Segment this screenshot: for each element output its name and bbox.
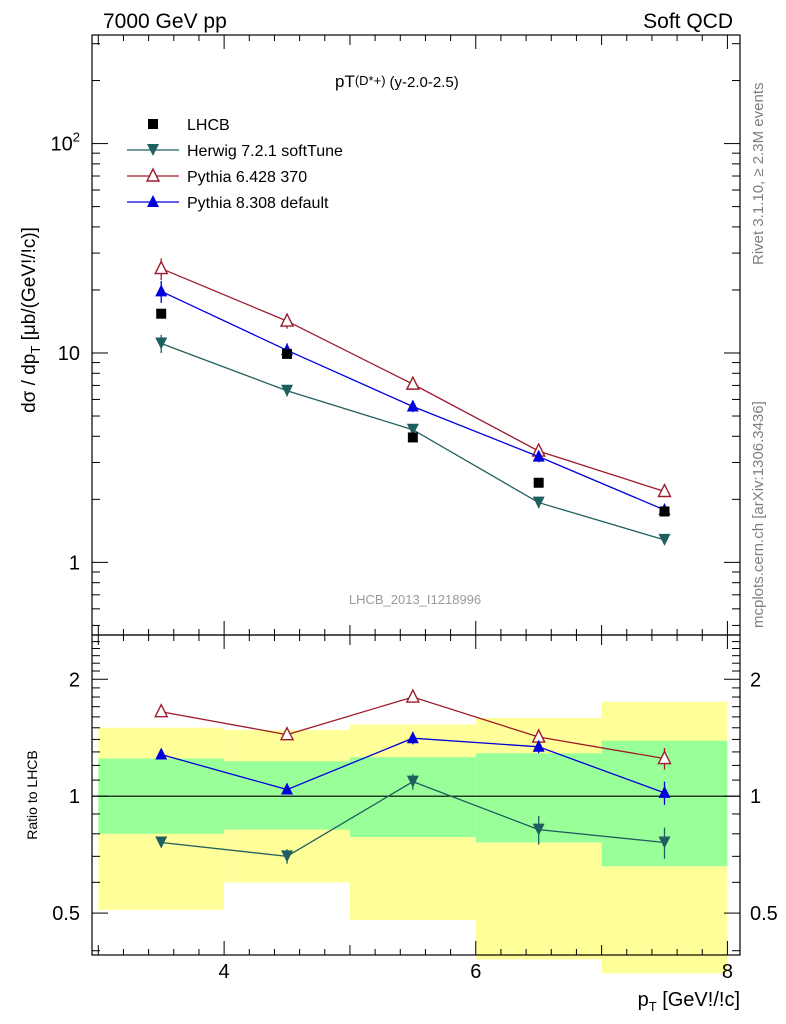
rivet-version-text: Rivet 3.1.10, ≥ 2.3M events — [750, 83, 767, 266]
y-axis-title-ratio: Ratio to LHCB — [24, 750, 40, 839]
point-main-herwig-7-2-1-softtune — [532, 496, 545, 509]
series-ratio-pythia-8-308-default — [155, 731, 671, 805]
legend-entry-2: Pythia 6.428 370 — [127, 167, 307, 186]
point-ratio-herwig-7-2-1-softtune — [155, 836, 168, 849]
point-ratio-pythia-8-308-default — [532, 739, 545, 752]
point-ratio-pythia-6-428-370 — [279, 726, 295, 741]
x-tick-label: 6 — [470, 961, 481, 983]
point-main-pythia-6-428-370 — [279, 312, 295, 327]
point-main-herwig-7-2-1-softtune — [658, 533, 671, 546]
point-ratio-pythia-6-428-370 — [405, 688, 420, 703]
series-main-pythia-8-308-default — [155, 281, 671, 515]
point-ratio-pythia-8-308-default — [658, 785, 671, 798]
point-ratio-pythia-6-428-370 — [154, 703, 169, 718]
legend-entry-0: LHCB — [148, 117, 230, 134]
point-main-pythia-8-308-default — [532, 449, 545, 462]
legend-label: Pythia 6.428 370 — [187, 169, 307, 186]
legend-marker — [145, 167, 161, 182]
y-axis-title-main: dσ / dpT [μb/(GeV!/!c)] — [19, 227, 43, 413]
data-layer — [154, 258, 672, 864]
point-main-pythia-8-308-default — [155, 284, 168, 297]
legend-marker — [148, 119, 158, 129]
legend-label: LHCB — [187, 117, 230, 134]
point-main-pythia-6-428-370 — [405, 375, 420, 390]
point-main-pythia-6-428-370 — [657, 482, 672, 498]
point-main-lhcb — [282, 348, 293, 359]
y-tick-label-ratio: 2 — [69, 669, 80, 691]
point-main-lhcb — [156, 308, 167, 319]
y-tick-label-ratio: 0.5 — [52, 903, 80, 925]
point-ratio-herwig-7-2-1-softtune — [406, 775, 419, 788]
x-axis-title: pT [GeV!/!c] — [638, 989, 740, 1014]
series-main-herwig-7-2-1-softtune — [155, 334, 671, 546]
series-main-pythia-6-428-370 — [154, 258, 672, 498]
point-ratio-pythia-6-428-370 — [657, 749, 672, 765]
point-main-lhcb — [659, 506, 670, 517]
legend: LHCB Herwig 7.2.1 softTune Pythia 6.428 37… — [127, 117, 343, 212]
header-left: 7000 GeV pp — [103, 10, 227, 33]
plot-title: pT(D*+) (y-2.0-2.5) — [335, 72, 459, 91]
point-main-pythia-8-308-default — [406, 399, 419, 412]
plot-title-main: pT — [335, 72, 355, 91]
point-main-pythia-6-428-370 — [154, 260, 169, 275]
y-tick-label-1: 1 — [69, 552, 80, 574]
point-main-herwig-7-2-1-softtune — [406, 423, 419, 436]
plot-title-sub: (D*+) — [355, 73, 386, 88]
point-ratio-pythia-8-308-default — [406, 731, 419, 744]
y-tick-label-10: 10 — [58, 343, 80, 365]
point-ratio-herwig-7-2-1-softtune — [281, 850, 294, 863]
series-ratio-herwig-7-2-1-softtune — [155, 774, 671, 864]
y-tick-label-ratio-right: 1 — [750, 786, 761, 808]
x-tick-label: 4 — [219, 961, 230, 983]
point-ratio-herwig-7-2-1-softtune — [658, 836, 671, 849]
analysis-label: LHCB_2013_I1218996 — [349, 592, 481, 607]
plot-title-range: (y-2.0-2.5) — [390, 74, 459, 91]
y-tick-label-ratio: 1 — [69, 786, 80, 808]
point-ratio-pythia-8-308-default — [281, 782, 294, 795]
point-main-herwig-7-2-1-softtune — [155, 337, 168, 350]
legend-label: Herwig 7.2.1 softTune — [187, 143, 343, 160]
x-tick-label: 8 — [722, 961, 733, 983]
point-ratio-pythia-8-308-default — [155, 747, 168, 760]
legend-label: Pythia 8.308 default — [187, 195, 329, 212]
legend-entry-1: Herwig 7.2.1 softTune — [127, 143, 343, 160]
y-tick-label-100: 102 — [51, 130, 80, 156]
series-main-lhcb — [156, 308, 670, 517]
axes-ticks: 4 6 8 1 10 102 0.5 0.5 1 1 2 2 — [51, 35, 778, 983]
band-inner-2 — [349, 757, 476, 838]
legend-marker — [147, 144, 159, 156]
legend-entry-3: Pythia 8.308 default — [127, 195, 329, 212]
legend-marker — [147, 195, 159, 207]
ratio-plot-frame — [91, 634, 741, 956]
point-main-lhcb — [407, 432, 418, 443]
y-tick-label-ratio-right: 2 — [750, 669, 761, 691]
y-tick-label-ratio-right: 0.5 — [750, 903, 778, 925]
mcplots-source-text: mcplots.cern.ch [arXiv:1306.3436] — [750, 401, 767, 628]
point-ratio-herwig-7-2-1-softtune — [532, 823, 545, 836]
point-main-lhcb — [533, 477, 544, 488]
header-right: Soft QCD — [643, 10, 733, 33]
point-main-herwig-7-2-1-softtune — [281, 384, 294, 397]
